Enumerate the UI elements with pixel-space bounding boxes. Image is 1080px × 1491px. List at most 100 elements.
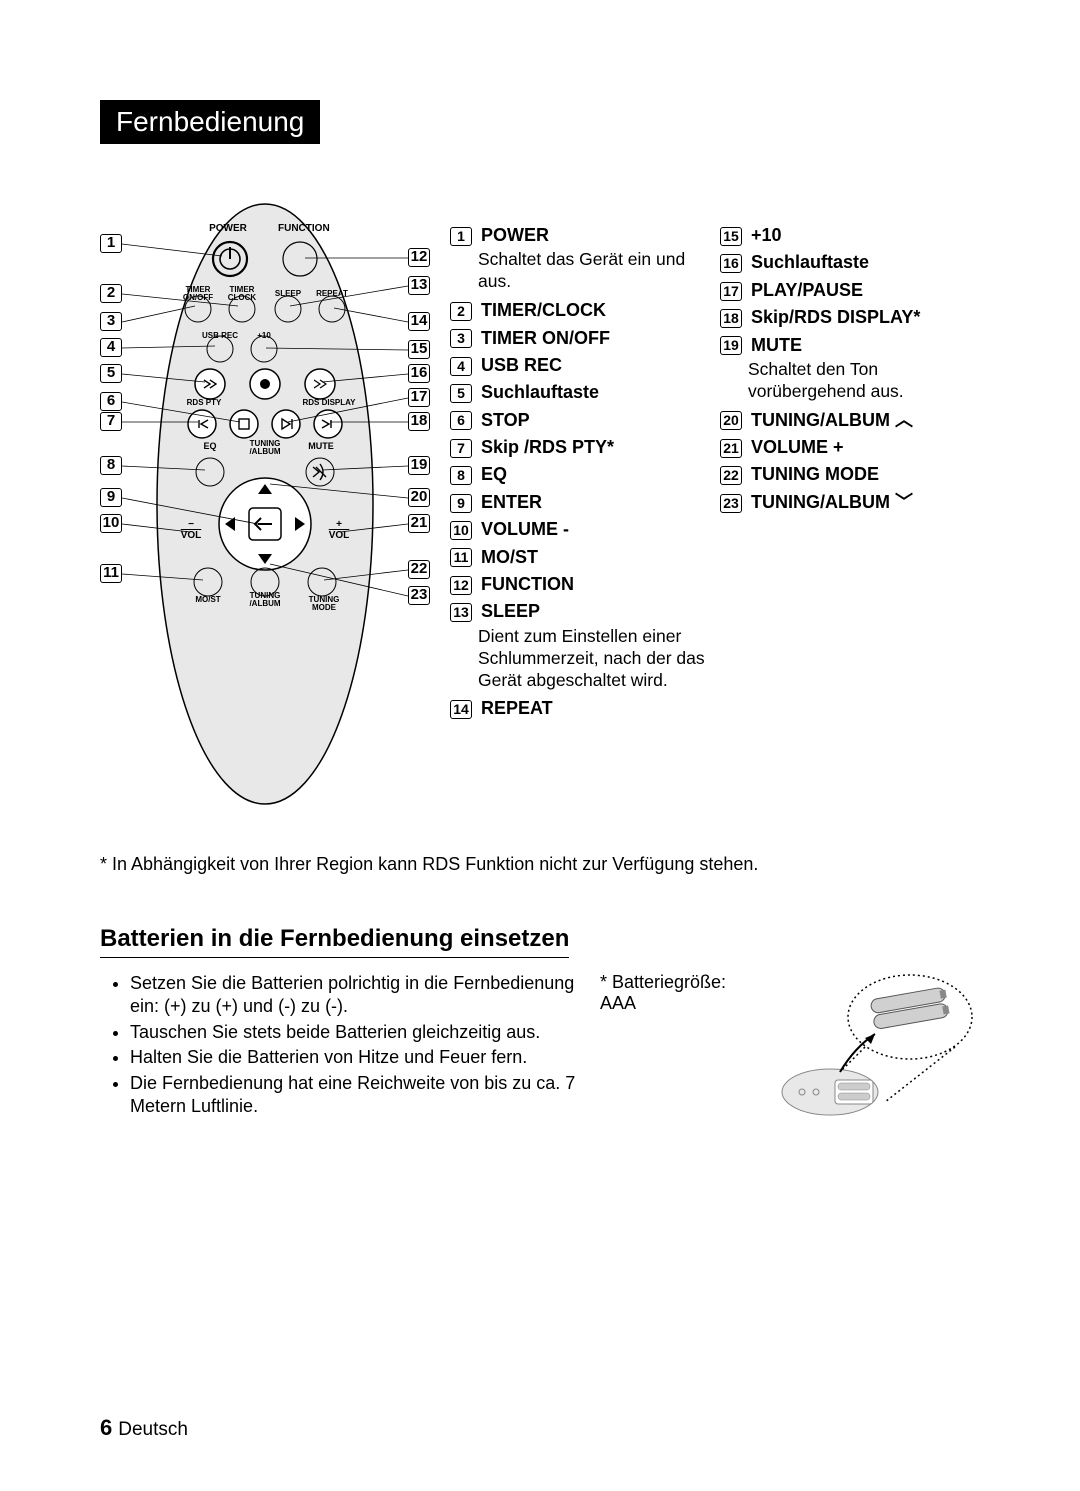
callout-3: 3 (100, 312, 122, 331)
desc-label-10: VOLUME - (476, 519, 569, 539)
page-lang: Deutsch (118, 1419, 188, 1440)
callout-23: 23 (408, 586, 430, 605)
remote-diagram: POWER FUNCTION TIMERON/OFF TIMERCLOCK SL… (100, 184, 430, 824)
desc-label-14: REPEAT (476, 698, 553, 718)
desc-item-1: 1 POWER (450, 224, 710, 247)
desc-item-9: 9 ENTER (450, 491, 710, 514)
desc-label-9: ENTER (476, 492, 542, 512)
desc-num-14: 14 (450, 700, 472, 719)
desc-num-1: 1 (450, 227, 472, 246)
desc-item-2: 2 TIMER/CLOCK (450, 299, 710, 322)
callout-13: 13 (408, 276, 430, 295)
desc-item-8: 8 EQ (450, 463, 710, 486)
desc-num-21: 21 (720, 439, 742, 458)
remote-label-tuning-album2: TUNING/ALBUM (242, 592, 288, 609)
desc-item-20: 20 TUNING/ALBUM ︿ (720, 409, 980, 432)
callout-12: 12 (408, 248, 430, 267)
battery-bullet-1: Tauschen Sie stets beide Batterien gleic… (130, 1021, 580, 1044)
desc-item-12: 12 FUNCTION (450, 573, 710, 596)
desc-item-13: 13 SLEEP (450, 600, 710, 623)
description-columns: 1 POWERSchaltet das Gerät ein und aus. 2 … (450, 184, 980, 824)
desc-item-23: 23 TUNING/ALBUM ﹀ (720, 491, 980, 514)
desc-num-19: 19 (720, 336, 742, 355)
battery-illustration (760, 972, 980, 1127)
desc-item-17: 17 PLAY/PAUSE (720, 279, 980, 302)
desc-num-2: 2 (450, 302, 472, 321)
remote-label-volminus: −VOL (178, 520, 204, 541)
desc-label-23: TUNING/ALBUM ﹀ (746, 492, 913, 512)
desc-label-18: Skip/RDS DISPLAY* (746, 307, 920, 327)
callout-15: 15 (408, 340, 430, 359)
desc-num-5: 5 (450, 384, 472, 403)
remote-svg (100, 184, 430, 824)
desc-label-20: TUNING/ALBUM ︿ (746, 410, 913, 430)
desc-item-6: 6 STOP (450, 409, 710, 432)
desc-item-18: 18 Skip/RDS DISPLAY* (720, 306, 980, 329)
callout-4: 4 (100, 338, 122, 357)
desc-label-21: VOLUME + (746, 437, 844, 457)
desc-label-15: +10 (746, 225, 782, 245)
desc-label-16: Suchlauftaste (746, 252, 869, 272)
desc-item-10: 10 VOLUME - (450, 518, 710, 541)
desc-num-13: 13 (450, 603, 472, 622)
desc-num-11: 11 (450, 548, 472, 567)
battery-bullet-2: Halten Sie die Batterien von Hitze und F… (130, 1046, 580, 1069)
desc-item-3: 3 TIMER ON/OFF (450, 327, 710, 350)
remote-label-rdsdisplay: RDS DISPLAY (300, 399, 358, 407)
callout-14: 14 (408, 312, 430, 331)
callout-10: 10 (100, 514, 122, 533)
remote-label-repeat: REPEAT (314, 290, 350, 298)
desc-num-20: 20 (720, 411, 742, 430)
desc-num-10: 10 (450, 521, 472, 540)
callout-8: 8 (100, 456, 122, 475)
remote-label-usbrec: USB REC (198, 332, 242, 340)
callout-5: 5 (100, 364, 122, 383)
desc-sub-13: Dient zum Einstellen einer Schlummerzeit… (478, 626, 710, 692)
remote-label-timer-clock: TIMERCLOCK (224, 286, 260, 303)
callout-7: 7 (100, 412, 122, 431)
remote-label-tuningmode: TUNING MODE (296, 596, 352, 613)
callout-2: 2 (100, 284, 122, 303)
callout-20: 20 (408, 488, 430, 507)
desc-label-22: TUNING MODE (746, 464, 879, 484)
desc-num-9: 9 (450, 494, 472, 513)
callout-16: 16 (408, 364, 430, 383)
callout-6: 6 (100, 392, 122, 411)
desc-num-7: 7 (450, 439, 472, 458)
page-number: 6 (100, 1415, 112, 1440)
desc-sub-19: Schaltet den Ton vorübergehend aus. (748, 359, 980, 403)
callout-18: 18 (408, 412, 430, 431)
desc-num-17: 17 (720, 282, 742, 301)
callout-1: 1 (100, 234, 122, 253)
desc-num-23: 23 (720, 494, 742, 513)
desc-label-5: Suchlauftaste (476, 382, 599, 402)
remote-label-plus10: +10 (250, 332, 278, 340)
desc-item-7: 7 Skip /RDS PTY* (450, 436, 710, 459)
desc-num-8: 8 (450, 466, 472, 485)
desc-num-16: 16 (720, 254, 742, 273)
remote-label-timer-onoff: TIMERON/OFF (180, 286, 216, 303)
desc-num-4: 4 (450, 357, 472, 376)
page-title: Fernbedienung (100, 100, 320, 144)
desc-label-11: MO/ST (476, 547, 538, 567)
battery-section: Batterien in die Fernbedienung einsetzen… (100, 925, 980, 1127)
description-column-right: 15 +1016 Suchlauftaste17 PLAY/PAUSE18 Sk… (720, 224, 980, 824)
desc-label-8: EQ (476, 464, 507, 484)
callout-11: 11 (100, 564, 122, 583)
desc-label-4: USB REC (476, 355, 562, 375)
desc-label-7: Skip /RDS PTY* (476, 437, 614, 457)
desc-sub-1: Schaltet das Gerät ein und aus. (478, 249, 710, 293)
desc-item-5: 5 Suchlauftaste (450, 381, 710, 404)
desc-item-15: 15 +10 (720, 224, 980, 247)
desc-label-12: FUNCTION (476, 574, 574, 594)
page-footer: 6 Deutsch (100, 1415, 188, 1441)
battery-bullet-3: Die Fernbedienung hat eine Reichweite vo… (130, 1072, 580, 1119)
remote-label-tuning-album: TUNING/ALBUM (242, 440, 288, 457)
remote-label-most: MO/ST (190, 596, 226, 604)
remote-label-eq: EQ (198, 442, 222, 451)
remote-label-volplus: +VOL (326, 520, 352, 541)
battery-instructions: Setzen Sie die Batterien polrichtig in d… (100, 972, 580, 1127)
desc-num-15: 15 (720, 227, 742, 246)
desc-num-18: 18 (720, 309, 742, 328)
desc-item-14: 14 REPEAT (450, 697, 710, 720)
